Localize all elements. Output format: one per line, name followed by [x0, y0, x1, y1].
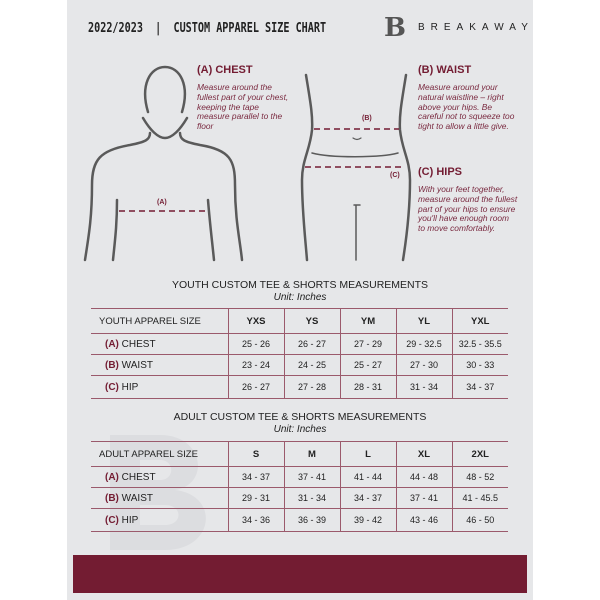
table-cell: 27 - 30: [395, 354, 452, 376]
table-cell: 30 - 33: [451, 354, 508, 376]
table-cell: 25 - 26: [227, 333, 284, 355]
table-cell: 27 - 29: [339, 333, 396, 355]
measurement-name: HIP: [121, 514, 139, 526]
table-row: (B) WAIST 29 - 31 31 - 34 34 - 37 37 - 41 41 …: [91, 487, 508, 509]
brand-logo: B BREAKAWAY: [384, 13, 528, 43]
table-cell: 23 - 24: [227, 354, 284, 376]
table-header-row: YOUTH APPAREL SIZE YXS YS YM YL YXL: [91, 308, 508, 334]
size-column-header: YL: [395, 308, 452, 334]
page-title: 2022/2023 | CUSTOM APPAREL SIZE CHART: [88, 21, 327, 36]
table-row: (B) WAIST 23 - 24 24 - 25 25 - 27 27 - 30 30 …: [91, 354, 508, 376]
youth-unit: Unit: Inches: [273, 292, 327, 303]
size-column-header: XL: [395, 441, 452, 467]
table-cell: 31 - 34: [283, 487, 340, 509]
table-cell: 46 - 50: [451, 508, 508, 532]
table-cell: 37 - 41: [395, 487, 452, 509]
size-column-header: 2XL: [451, 441, 508, 467]
size-header: ADULT APPAREL SIZE: [91, 441, 228, 467]
measurement-label: (A) CHEST: [91, 333, 228, 355]
size-header: YOUTH APPAREL SIZE: [91, 308, 228, 334]
table-cell: 34 - 37: [451, 375, 508, 399]
upper-body-figure: [83, 65, 244, 262]
adult-size-table: ADULT APPAREL SIZE S M L XL 2XL (A) CHEST 34 - …: [91, 441, 508, 532]
table-cell: 26 - 27: [227, 375, 284, 399]
measurement-letter: (C): [105, 381, 119, 393]
table-cell: 41 - 44: [339, 466, 396, 488]
table-header-row: ADULT APPAREL SIZE S M L XL 2XL: [91, 441, 508, 467]
size-column-header: YXL: [451, 308, 508, 334]
size-column-header: YXS: [227, 308, 284, 334]
measurement-letter: (A): [105, 471, 119, 483]
table-cell: 27 - 28: [283, 375, 340, 399]
size-column-header: S: [227, 441, 284, 467]
table-cell: 31 - 34: [395, 375, 452, 399]
table-cell: 26 - 27: [283, 333, 340, 355]
measurement-label: (C) HIP: [91, 375, 228, 399]
footer-band: [73, 555, 527, 593]
size-column-header: YS: [283, 308, 340, 334]
measurement-label: (B) WAIST: [91, 354, 228, 376]
table-row: (A) CHEST 25 - 26 26 - 27 27 - 29 29 - 32.5 3…: [91, 333, 508, 355]
measurement-label: (C) HIP: [91, 508, 228, 532]
table-cell: 34 - 37: [339, 487, 396, 509]
measurement-letter: (B): [105, 359, 119, 371]
table-cell: 32.5 - 35.5: [451, 333, 508, 355]
table-cell: 34 - 37: [227, 466, 284, 488]
chest-heading: (A) CHEST: [197, 64, 253, 76]
table-cell: 39 - 42: [339, 508, 396, 532]
table-cell: 25 - 27: [339, 354, 396, 376]
measurement-label: (B) WAIST: [91, 487, 228, 509]
adult-table-title: ADULT CUSTOM TEE & SHORTS MEASUREMENTS: [173, 411, 427, 423]
table-cell: 34 - 36: [227, 508, 284, 532]
measurement-name: HIP: [121, 381, 139, 393]
hips-instructions: With your feet together, measure around …: [418, 184, 518, 234]
adult-unit: Unit: Inches: [273, 424, 327, 435]
measurement-letter: (B): [105, 492, 119, 504]
table-row: (C) HIP 34 - 36 36 - 39 39 - 42 43 - 46 46 - …: [91, 508, 508, 532]
table-cell: 37 - 41: [283, 466, 340, 488]
youth-table-title: YOUTH CUSTOM TEE & SHORTS MEASUREMENTS: [171, 279, 429, 291]
youth-size-table: YOUTH APPAREL SIZE YXS YS YM YL YXL (A) CHEST 2…: [91, 308, 508, 399]
table-cell: 24 - 25: [283, 354, 340, 376]
table-cell: 44 - 48: [395, 466, 452, 488]
table-cell: 29 - 32.5: [395, 333, 452, 355]
measurement-label: (A) CHEST: [91, 466, 228, 488]
size-column-header: M: [283, 441, 340, 467]
measurement-name: WAIST: [121, 359, 153, 371]
lower-body-figure: [300, 73, 412, 262]
waist-marker: (B): [362, 115, 372, 122]
table-cell: 36 - 39: [283, 508, 340, 532]
measurement-name: WAIST: [121, 492, 153, 504]
hips-marker: (C): [390, 172, 400, 179]
size-column-header: YM: [339, 308, 396, 334]
brand-name: BREAKAWAY: [418, 22, 534, 33]
body-figures: [83, 65, 412, 262]
measurement-name: CHEST: [121, 338, 156, 350]
chest-instructions: Measure around the fullest part of your …: [197, 82, 289, 132]
size-column-header: L: [339, 441, 396, 467]
table-cell: 43 - 46: [395, 508, 452, 532]
logo-mark: B: [384, 13, 406, 43]
table-cell: 29 - 31: [227, 487, 284, 509]
waist-instructions: Measure around your natural waistline – …: [418, 82, 515, 132]
chest-marker: (A): [157, 199, 167, 206]
hips-heading: (C) HIPS: [418, 166, 462, 178]
table-cell: 28 - 31: [339, 375, 396, 399]
table-row: (A) CHEST 34 - 37 37 - 41 41 - 44 44 - 48 48 …: [91, 466, 508, 488]
measurement-name: CHEST: [121, 471, 156, 483]
table-row: (C) HIP 26 - 27 27 - 28 28 - 31 31 - 34 34 - …: [91, 375, 508, 399]
table-cell: 41 - 45.5: [451, 487, 508, 509]
measurement-letter: (A): [105, 338, 119, 350]
waist-heading: (B) WAIST: [418, 64, 472, 76]
measurement-letter: (C): [105, 514, 119, 526]
table-cell: 48 - 52: [451, 466, 508, 488]
